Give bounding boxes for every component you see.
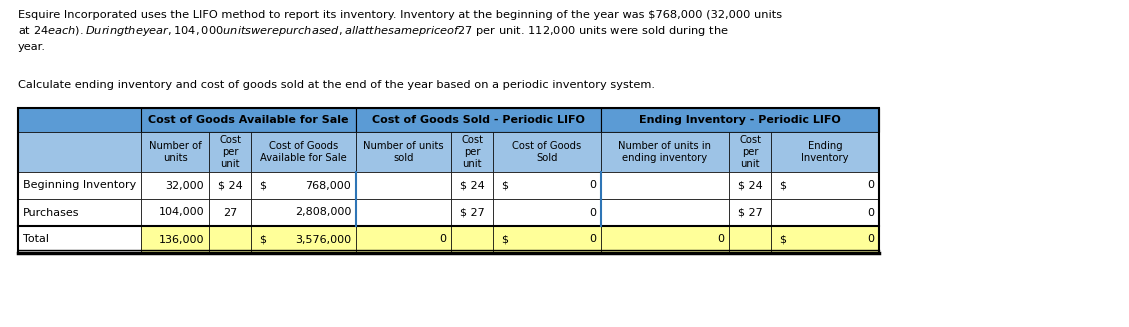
Bar [450, 172, 493, 199]
Bar [729, 132, 771, 172]
Text: 0: 0 [867, 208, 874, 217]
Bar [141, 108, 356, 132]
Text: Beginning Inventory: Beginning Inventory [23, 181, 137, 191]
Text: 32,000: 32,000 [165, 181, 204, 191]
Text: Ending
Inventory: Ending Inventory [802, 141, 849, 163]
Bar [601, 226, 729, 253]
Text: $ 24: $ 24 [737, 181, 762, 191]
Text: $ 24: $ 24 [218, 181, 243, 191]
Bar [493, 132, 601, 172]
Bar [18, 108, 879, 253]
Bar [493, 172, 601, 199]
Text: Cost of Goods Sold - Periodic LIFO: Cost of Goods Sold - Periodic LIFO [373, 115, 585, 125]
Text: 0: 0 [589, 208, 596, 217]
Text: 0: 0 [867, 234, 874, 245]
Text: $ 24: $ 24 [460, 181, 484, 191]
Bar [771, 172, 879, 199]
Bar [18, 172, 141, 199]
Bar [601, 132, 729, 172]
Text: $ 27: $ 27 [737, 208, 762, 217]
Bar [356, 132, 450, 172]
Bar [601, 108, 879, 132]
Text: $: $ [501, 181, 508, 191]
Bar [601, 199, 729, 226]
Text: $: $ [779, 181, 786, 191]
Text: $: $ [779, 234, 786, 245]
Text: 0: 0 [589, 234, 596, 245]
Text: 0: 0 [717, 234, 724, 245]
Bar [251, 172, 356, 199]
Text: 104,000: 104,000 [158, 208, 204, 217]
Bar [141, 226, 209, 253]
Bar [18, 132, 141, 172]
Text: Ending Inventory - Periodic LIFO: Ending Inventory - Periodic LIFO [639, 115, 841, 125]
Bar [18, 108, 141, 132]
Bar [771, 132, 879, 172]
Bar [450, 226, 493, 253]
Bar [18, 226, 141, 253]
Text: Number of units in
ending inventory: Number of units in ending inventory [619, 141, 711, 163]
Bar [251, 199, 356, 226]
Text: Total: Total [23, 234, 49, 245]
Bar [493, 226, 601, 253]
Bar [209, 132, 251, 172]
Bar [450, 132, 493, 172]
Bar [251, 132, 356, 172]
Text: 768,000: 768,000 [305, 181, 351, 191]
Bar [771, 226, 879, 253]
Text: 3,576,000: 3,576,000 [295, 234, 351, 245]
Text: 27: 27 [222, 208, 237, 217]
Text: Calculate ending inventory and cost of goods sold at the end of the year based o: Calculate ending inventory and cost of g… [18, 80, 655, 90]
Bar [18, 199, 141, 226]
Text: $: $ [259, 181, 266, 191]
Text: Number of
units: Number of units [149, 141, 201, 163]
Text: Cost
per
unit: Cost per unit [461, 135, 483, 169]
Bar [771, 199, 879, 226]
Bar [209, 226, 251, 253]
Text: Esquire Incorporated uses the LIFO method to report its inventory. Inventory at : Esquire Incorporated uses the LIFO metho… [18, 10, 782, 52]
Bar [251, 226, 356, 253]
Text: Cost of Goods
Sold: Cost of Goods Sold [513, 141, 581, 163]
Bar [729, 226, 771, 253]
Text: $: $ [259, 234, 266, 245]
Text: Cost of Goods
Available for Sale: Cost of Goods Available for Sale [260, 141, 347, 163]
Bar [356, 199, 450, 226]
Text: 0: 0 [439, 234, 446, 245]
Text: 0: 0 [867, 181, 874, 191]
Bar [141, 132, 209, 172]
Text: 2,808,000: 2,808,000 [295, 208, 351, 217]
Bar [209, 172, 251, 199]
Text: $: $ [501, 234, 508, 245]
Bar [729, 199, 771, 226]
Text: 136,000: 136,000 [158, 234, 204, 245]
Bar [356, 108, 601, 132]
Bar [729, 172, 771, 199]
Bar [141, 172, 209, 199]
Text: Cost
per
unit: Cost per unit [739, 135, 761, 169]
Bar [209, 199, 251, 226]
Bar [356, 172, 450, 199]
Text: $ 27: $ 27 [460, 208, 484, 217]
Bar [450, 199, 493, 226]
Text: Number of units
sold: Number of units sold [364, 141, 444, 163]
Text: Cost of Goods Available for Sale: Cost of Goods Available for Sale [148, 115, 349, 125]
Bar [141, 199, 209, 226]
Text: Cost
per
unit: Cost per unit [219, 135, 240, 169]
Text: Purchases: Purchases [23, 208, 79, 217]
Text: 0: 0 [589, 181, 596, 191]
Bar [601, 172, 729, 199]
Bar [356, 226, 450, 253]
Bar [493, 199, 601, 226]
